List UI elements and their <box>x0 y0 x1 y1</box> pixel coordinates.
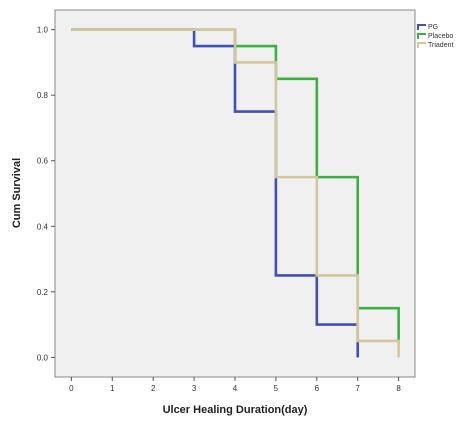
y-tick-label: 0.2 <box>37 288 49 297</box>
x-tick-label: 1 <box>110 384 115 393</box>
x-tick-label: 4 <box>233 384 238 393</box>
legend: PG Placebo Triadent <box>417 24 453 49</box>
x-tick-label: 5 <box>274 384 279 393</box>
x-tick-label: 7 <box>356 384 361 393</box>
series-layer <box>71 28 400 358</box>
x-tick-label: 0 <box>69 384 74 393</box>
x-tick-label: 8 <box>396 384 401 393</box>
y-tick-label: 0.8 <box>37 91 49 100</box>
legend-label: Placebo <box>428 33 453 40</box>
axes: 0 1 2 3 4 5 6 7 8 0.0 0.2 0.4 0.6 0.8 1.0 <box>37 26 402 393</box>
legend-swatch <box>417 33 426 39</box>
y-axis-title: Cum Survival <box>11 158 23 228</box>
legend-label: PG <box>428 24 438 31</box>
x-axis-title: Ulcer Healing Duration(day) <box>163 404 308 416</box>
x-tick-label: 2 <box>151 384 156 393</box>
legend-label: Triadent <box>428 42 453 49</box>
y-tick-label: 0.0 <box>37 353 49 362</box>
x-tick-label: 3 <box>192 384 197 393</box>
series-line-triadent <box>71 28 400 358</box>
y-tick-label: 1.0 <box>37 26 49 35</box>
x-tick-label: 6 <box>315 384 320 393</box>
y-tick-label: 0.6 <box>37 157 49 166</box>
legend-swatch <box>417 42 426 48</box>
y-tick-label: 0.4 <box>37 222 49 231</box>
legend-swatch <box>417 24 426 30</box>
